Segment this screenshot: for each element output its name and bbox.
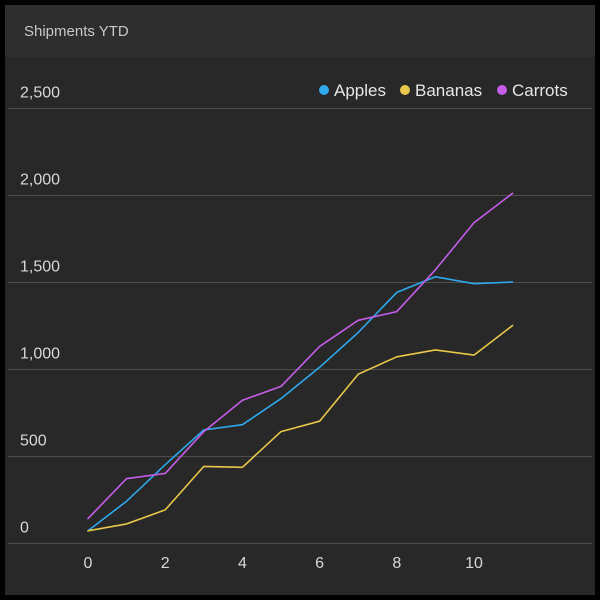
x-tick-label: 0 (84, 555, 93, 572)
x-tick-label: 8 (392, 555, 401, 572)
x-axis-tick-labels: 0 2 4 6 8 10 (84, 555, 483, 572)
series-line-carrots[interactable] (87, 192, 514, 520)
chart-panel: Shipments YTD (5, 5, 595, 595)
legend: Apples Bananas Carrots (319, 81, 568, 100)
legend-swatch (319, 85, 329, 95)
x-tick-label: 6 (315, 555, 324, 572)
legend-item-carrots[interactable]: Carrots (497, 81, 568, 100)
y-tick-label: 1,000 (20, 346, 60, 363)
series-line-apples[interactable] (87, 275, 514, 532)
y-tick-label: 500 (20, 433, 47, 450)
legend-swatch (497, 85, 507, 95)
y-tick-label: 2,500 (20, 85, 60, 102)
x-tick-label: 4 (238, 555, 247, 572)
legend-label: Apples (334, 81, 386, 100)
y-axis-tick-labels: 0 500 1,000 1,500 2,000 2,500 (20, 85, 60, 537)
legend-item-bananas[interactable]: Bananas (400, 81, 482, 100)
series-lines (87, 192, 514, 532)
grid-lines (8, 108, 592, 544)
y-tick-label: 2,000 (20, 172, 60, 189)
y-tick-label: 1,500 (20, 259, 60, 276)
series-line-bananas[interactable] (87, 324, 514, 532)
legend-label: Bananas (415, 81, 482, 100)
panel-title: Shipments YTD (24, 23, 129, 40)
x-tick-label: 10 (465, 555, 483, 572)
legend-item-apples[interactable]: Apples (319, 81, 386, 100)
legend-swatch (400, 85, 410, 95)
legend-label: Carrots (512, 81, 568, 100)
x-tick-label: 2 (161, 555, 170, 572)
y-tick-label: 0 (20, 520, 29, 537)
panel-header: Shipments YTD (5, 5, 595, 57)
